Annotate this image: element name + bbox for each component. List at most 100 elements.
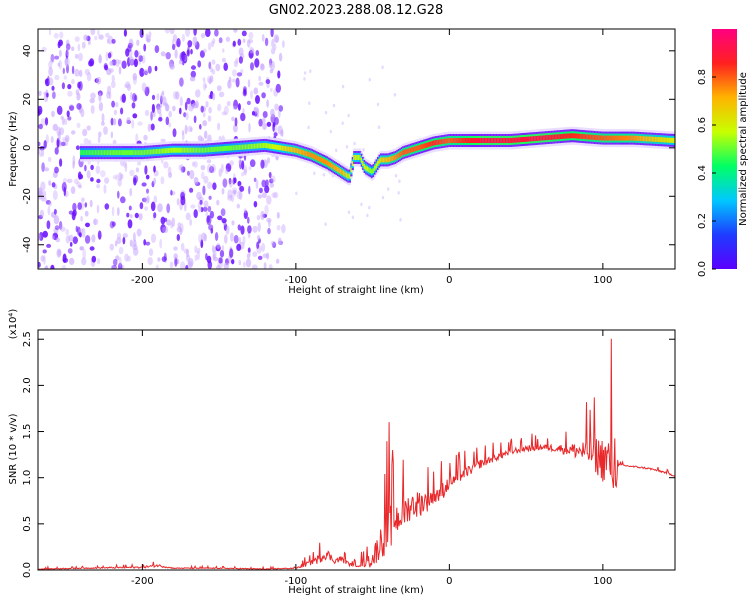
ridge-segment [405,149,408,155]
ridge-segment [669,137,672,143]
ridge-segment [475,138,478,143]
noise-blob [223,262,230,269]
noise-blob [123,29,127,37]
noise-blob [303,71,307,75]
ridge-segment [302,150,305,156]
ridge-segment [152,149,155,155]
ridge-segment [243,144,246,150]
noise-blob [324,110,328,115]
noise-blob [40,118,46,126]
noise-blob [252,225,258,233]
ridge-segment [88,150,92,156]
noise-blob [119,257,122,267]
noise-blob [186,49,190,57]
noise-blob [90,29,96,36]
ridge-segment [279,145,282,151]
noise-blob [48,66,53,77]
noise-blob [91,234,96,243]
noise-blob [77,52,83,62]
noise-blob [50,264,55,269]
ridge-segment [451,138,454,143]
noise-blob [189,218,193,226]
ridge-segment [570,133,573,139]
noise-blob [246,253,251,259]
noise-blob [137,121,143,126]
noise-blob [208,195,212,200]
noise-blob [170,189,173,196]
ridge-segment [583,134,586,140]
ridge-segment [179,147,182,153]
ridge-segment [293,147,296,153]
noise-blob [125,48,130,57]
noise-blob [93,218,97,226]
ridge-segment [157,148,160,154]
noise-blob [183,112,187,118]
noise-blob [247,79,251,88]
noise-blob [206,164,213,174]
noise-blob [78,184,82,189]
noise-blob [278,237,282,245]
ridge-segment [534,136,537,142]
ridge-segment [488,138,491,143]
ridge-segment [415,145,418,151]
ridge-segment [516,137,519,143]
noise-blob [103,126,108,135]
noise-blob [131,102,136,109]
ridge-segment [234,145,237,151]
ridge-segment [433,140,436,146]
noise-blob [212,249,217,259]
noise-blob [130,214,133,219]
noise-blob [160,176,165,185]
noise-blob [192,102,198,109]
noise-blob [277,70,281,79]
noise-blob [264,185,270,194]
ridge-segment [244,144,247,150]
ridge-segment [354,155,357,160]
ridge-segment [201,147,204,153]
noise-blob [232,69,237,77]
noise-blob [269,178,274,184]
ridge-segment [535,136,539,141]
noise-blob [141,55,146,64]
ridge-segment [213,146,216,152]
ridge-segment [552,134,555,140]
noise-blob [212,182,217,190]
noise-blob [174,257,178,267]
noise-blob [67,248,73,254]
noise-blob [266,99,269,108]
ridge-segment [593,135,596,140]
noise-blob [139,202,144,210]
noise-blob [276,212,280,219]
noise-blob [91,255,97,263]
ridge-segment [381,157,384,163]
noise-blob [77,202,82,211]
noise-blob [148,248,154,256]
noise-blob [57,62,61,67]
ridge-segment [112,150,115,156]
noise-blob [233,60,239,68]
noise-blob [274,103,279,111]
noise-blob [48,60,53,69]
noise-blob [229,248,234,258]
ridge-segment [172,147,175,153]
ridge-segment [215,146,218,152]
ridge-segment [666,137,669,143]
noise-blob [360,202,363,207]
ridge-segment [423,143,426,149]
noise-blob [172,91,178,100]
noise-blob [98,131,102,138]
ridge-segment [449,138,452,143]
ridge-segment [617,135,620,141]
ridge-segment [638,135,641,141]
noise-blob [215,63,221,72]
ridge-segment [139,150,142,156]
noise-blob [50,54,55,62]
noise-blob [232,177,236,185]
noise-blob [135,167,140,173]
noise-blob [190,48,193,55]
noise-blob [197,135,203,142]
noise-blob [82,249,87,259]
ridge-segment [124,150,127,156]
noise-blob [191,65,196,70]
